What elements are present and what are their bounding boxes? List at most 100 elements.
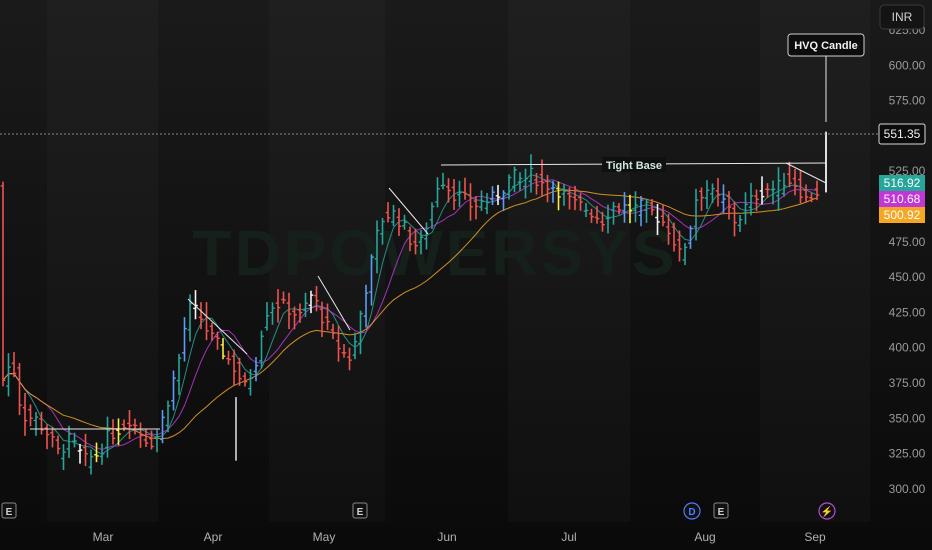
month-label: Jul [561, 530, 576, 544]
candle [385, 202, 391, 223]
candle [457, 180, 462, 208]
marker-frame[interactable] [1, 502, 17, 519]
candle [347, 347, 352, 371]
candle [418, 229, 424, 255]
candle [787, 161, 792, 188]
month-band [760, 0, 870, 522]
candle [528, 154, 534, 193]
dividend-marker[interactable]: D [683, 502, 701, 520]
candle [308, 290, 314, 314]
candle [743, 192, 748, 225]
candle [759, 176, 765, 205]
candle [413, 228, 418, 255]
ma-value-box [879, 207, 925, 223]
candle [446, 178, 451, 203]
candle [611, 201, 616, 225]
candle [380, 217, 385, 245]
candle [116, 418, 121, 446]
candle [440, 172, 446, 190]
currency-button-bg[interactable] [879, 4, 925, 30]
price-tick-label: 450.00 [889, 270, 926, 284]
candle [506, 174, 512, 200]
month-label: Mar [93, 530, 114, 544]
candle [28, 404, 33, 427]
tight-base-label-bg [602, 157, 666, 172]
marker-frame[interactable] [683, 502, 701, 520]
split-marker[interactable]: ⚡ [818, 502, 836, 520]
currency-button[interactable]: INR [879, 4, 925, 30]
candle [198, 302, 204, 330]
last-price-label: 551.35 [878, 123, 926, 145]
earnings-marker[interactable]: E [352, 502, 368, 519]
candle [160, 410, 165, 444]
candle [479, 190, 484, 211]
hvq-annotation: HVQ Candle [787, 33, 865, 122]
time-axis: Mar Apr May Jun Jul Aug Sep [93, 530, 826, 544]
candle [737, 214, 743, 232]
candle [281, 291, 286, 304]
candle [721, 184, 726, 214]
candle [99, 443, 105, 465]
candle [754, 189, 759, 212]
hvq-label: HVQ Candle [794, 40, 858, 52]
candle [578, 193, 583, 211]
marker-frame[interactable] [352, 502, 368, 519]
ma-value-text: 510.68 [884, 192, 921, 206]
last-price-text: 551.35 [884, 127, 921, 141]
candle [660, 204, 666, 227]
price-tick-label: 300.00 [889, 482, 926, 496]
price-tick-label: 400.00 [889, 341, 926, 355]
candle [484, 193, 490, 215]
candle [242, 372, 248, 387]
marker-frame[interactable] [713, 502, 729, 519]
candle [677, 230, 682, 262]
candle [435, 177, 440, 208]
tight-base-annotation: Tight Base [440, 157, 827, 172]
candle [6, 353, 11, 397]
candle [550, 180, 556, 203]
candle [495, 184, 501, 206]
candle [765, 183, 770, 198]
candle [44, 424, 50, 450]
candle [748, 182, 754, 216]
candle [644, 198, 649, 223]
candle [649, 199, 655, 216]
ma-value-box [879, 191, 925, 207]
candle [215, 331, 220, 350]
candle [61, 444, 66, 471]
event-markers[interactable]: E E D E ⚡ [1, 502, 836, 520]
ma-long-line [2, 189, 818, 440]
candle [325, 303, 330, 331]
candle [286, 292, 292, 330]
candle [182, 317, 187, 362]
candle [105, 416, 110, 458]
candle [264, 302, 270, 331]
earnings-marker[interactable]: E [1, 502, 17, 519]
marker-frame[interactable] [818, 502, 836, 520]
month-label: Apr [204, 530, 223, 544]
candle [710, 183, 715, 204]
candle [154, 429, 160, 453]
pattern-lines [30, 162, 827, 430]
month-label: Jun [437, 530, 456, 544]
candle [666, 213, 671, 245]
candle [726, 191, 732, 220]
price-tick-label: 575.00 [889, 94, 926, 108]
candle [688, 225, 693, 249]
candle [715, 177, 721, 207]
currency-label: INR [892, 10, 913, 24]
marker-symbol: E [718, 507, 725, 518]
candle [809, 193, 814, 203]
handle-line-jun [388, 187, 429, 235]
earnings-marker[interactable]: E [713, 502, 729, 519]
marker-symbol: D [688, 507, 695, 518]
candle [220, 338, 226, 360]
candle [297, 303, 303, 323]
candle [622, 192, 627, 223]
candle [127, 410, 132, 440]
month-label: Sep [804, 530, 826, 544]
candle [341, 344, 347, 358]
candle [275, 289, 281, 323]
hvq-label-box [787, 33, 865, 57]
candle [682, 243, 688, 266]
